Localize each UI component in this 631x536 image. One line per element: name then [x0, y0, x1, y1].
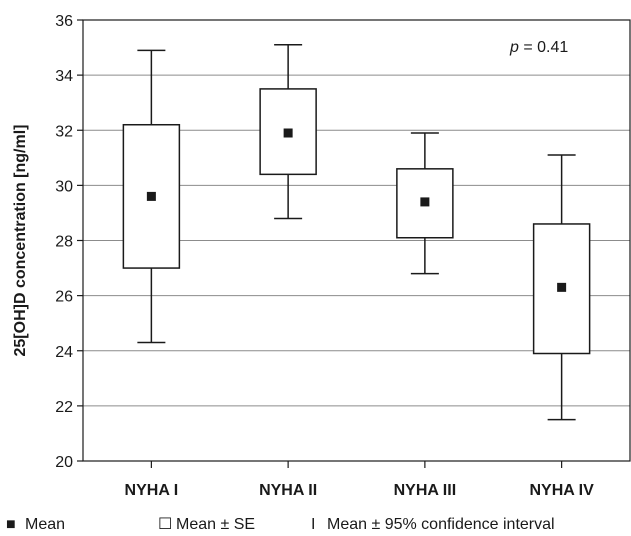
boxes [122, 44, 591, 421]
x-tick-label: NYHA IV [529, 482, 594, 499]
y-tick-label: 32 [55, 123, 73, 140]
y-axis: 20 22 24 26 28 30 32 34 36 [55, 13, 83, 471]
y-tick-label: 28 [55, 234, 73, 251]
mean-marker [146, 191, 156, 201]
mean-marker [557, 282, 567, 292]
y-tick-label: 36 [55, 13, 73, 30]
y-tick-label: 30 [55, 178, 73, 195]
box-3 [396, 132, 454, 275]
x-tick-label: NYHA I [125, 482, 179, 499]
mean-marker [283, 128, 293, 138]
y-axis-title: 25[OH]D concentration [ng/ml] [12, 124, 29, 356]
x-axis: NYHA I NYHA II NYHA III NYHA IV [125, 461, 594, 499]
y-tick-label: 22 [55, 399, 73, 416]
p-value-var: p [509, 39, 519, 56]
box-1 [122, 49, 181, 344]
mean-marker [420, 197, 430, 207]
y-tick-label: 34 [55, 68, 73, 85]
legend: ■ Mean ☐ Mean ± SE I Mean ± 95% confiden… [6, 516, 555, 533]
p-value-text: = 0.41 [519, 39, 568, 56]
legend-se-symbol: ☐ [158, 516, 172, 533]
legend-mean-label: Mean [25, 516, 65, 533]
box-2 [259, 44, 317, 220]
y-tick-label: 26 [55, 289, 73, 306]
box-4 [532, 154, 591, 421]
legend-se-label: Mean ± SE [176, 516, 255, 533]
y-tick-label: 24 [55, 344, 73, 361]
legend-mean-symbol: ■ [6, 516, 16, 533]
legend-ci-symbol: I [311, 516, 315, 533]
p-value-annotation: p = 0.41 [509, 39, 568, 56]
y-tick-label: 20 [55, 454, 73, 471]
legend-ci-label: Mean ± 95% confidence interval [327, 516, 555, 533]
x-tick-label: NYHA II [259, 482, 317, 499]
x-tick-label: NYHA III [394, 482, 457, 499]
